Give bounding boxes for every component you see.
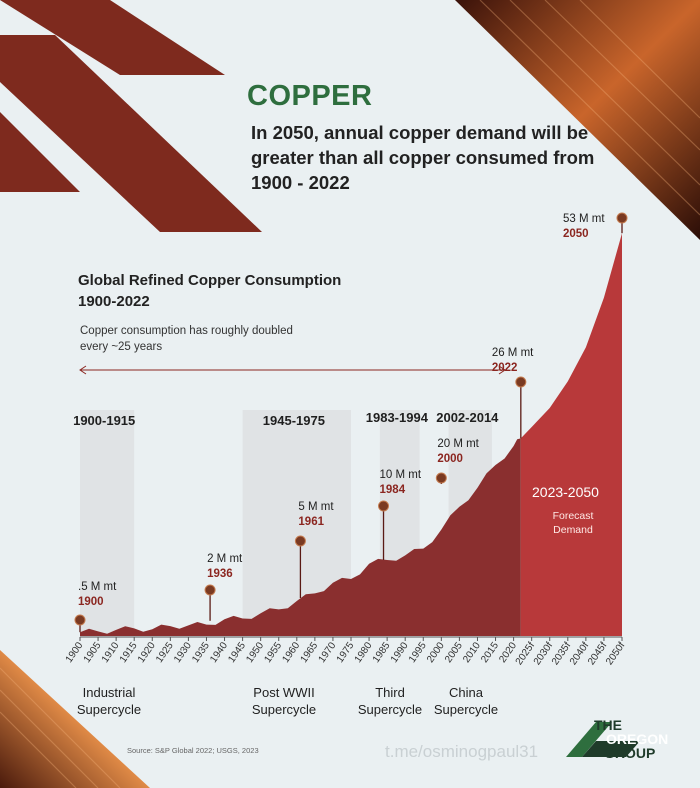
callout-value: 26 M mt — [491, 347, 534, 359]
callout-year: 1936 — [207, 568, 233, 580]
x-tick-label-6: 1930 — [172, 640, 194, 665]
x-tick-label-5: 1925 — [154, 640, 176, 665]
x-tick-label-3: 1915 — [118, 640, 140, 665]
doubling-note: Copper consumption has roughly doubled e… — [80, 325, 293, 353]
era-label-2: Third Supercycle — [357, 685, 423, 717]
callout-label-2: 5 M mt 1961 — [298, 500, 333, 530]
brand-title: COPPER — [247, 80, 373, 112]
x-tick-label-12: 1960 — [280, 640, 302, 665]
x-tick-label-22: 2010 — [461, 640, 483, 665]
callout-year: 1961 — [298, 516, 324, 528]
callout-label-3: 10 M mt 1984 — [380, 468, 422, 498]
callout-dot-5 — [515, 376, 527, 388]
series-area-0 — [80, 438, 521, 636]
x-tick-label-21: 2005 — [443, 640, 465, 665]
stripe-3 — [0, 112, 80, 192]
callout-dot-0 — [74, 614, 86, 626]
x-tick-label-1: 1905 — [82, 640, 104, 665]
chart-title: Global Refined Copper Consumption 1900-2… — [78, 272, 342, 310]
x-tick-label-23: 2015 — [479, 640, 501, 665]
callout-dot-6 — [616, 212, 628, 224]
x-tick-label-18: 1990 — [389, 640, 411, 665]
x-tick-label-7: 1935 — [190, 640, 212, 665]
x-tick-label-19: 1995 — [407, 640, 429, 665]
band-title-2: 1983-1994 — [365, 410, 428, 425]
callout-label-0: .5 M mt 1900 — [78, 580, 116, 610]
x-tick-label-17: 1985 — [371, 640, 393, 665]
x-tick-label-30: 2050f — [604, 640, 627, 667]
x-tick-label-10: 1950 — [244, 640, 266, 665]
callout-label-4: 20 M mt 2000 — [437, 437, 479, 467]
era-label-0: Industrial Supercycle — [76, 685, 142, 717]
band-title-1: 1945-1975 — [262, 413, 325, 428]
callout-dot-4 — [435, 472, 447, 484]
x-tick-label-16: 1980 — [353, 640, 375, 665]
logo-line-2: OREGON — [606, 731, 669, 747]
callout-value: 10 M mt — [379, 469, 422, 481]
watermark: t.me/osminogpaul31 — [385, 742, 539, 761]
x-tick-label-4: 1920 — [136, 640, 158, 665]
callout-label-6: 53 M mt 2050 — [563, 212, 605, 242]
callout-dot-2 — [294, 535, 306, 547]
x-tick-label-2: 1910 — [100, 640, 122, 665]
headline: In 2050, annual copper demand will be gr… — [251, 122, 595, 193]
x-tick-label-11: 1955 — [262, 640, 284, 665]
callout-label-1: 2 M mt 1936 — [207, 552, 242, 582]
forecast-subtitle: Forecast Demand — [552, 510, 594, 536]
callout-year: 1900 — [78, 596, 104, 608]
stripe-2 — [0, 35, 262, 232]
logo-line-3: GROUP — [604, 745, 656, 761]
era-label-3: China Supercycle — [433, 685, 499, 717]
band-title-0: 1900-1915 — [73, 413, 136, 428]
x-tick-label-8: 1940 — [208, 640, 230, 665]
callout-value: 5 M mt — [298, 501, 334, 513]
x-tick-label-0: 1900 — [64, 640, 86, 665]
x-tick-label-15: 1975 — [335, 640, 357, 665]
callout-year: 2022 — [491, 362, 518, 374]
logo-line-1: THE — [594, 717, 622, 733]
callout-value: .5 M mt — [78, 581, 117, 593]
callout-label-5: 26 M mt 2022 — [492, 346, 534, 376]
supercycle-band-0 — [80, 410, 135, 636]
callout-year: 2000 — [437, 453, 463, 465]
callout-value: 53 M mt — [563, 213, 605, 225]
callout-year: 2050 — [563, 228, 589, 240]
series-area-1 — [520, 233, 622, 636]
forecast-title: 2023-2050 — [532, 484, 599, 500]
callout-year: 1984 — [379, 484, 406, 496]
copper-wire-top-right — [455, 0, 700, 240]
callout-value: 20 M mt — [437, 438, 479, 450]
x-tick-label-13: 1965 — [299, 640, 321, 665]
callout-dot-3 — [378, 500, 390, 512]
x-tick-label-14: 1970 — [317, 640, 339, 665]
callout-value: 2 M mt — [207, 553, 243, 565]
copper-wire-bottom-left — [0, 650, 150, 788]
band-title-3: 2002-2014 — [436, 410, 499, 425]
source-note: Source: S&P Global 2022; USGS, 2023 — [127, 746, 259, 755]
x-tick-label-20: 2000 — [425, 640, 447, 665]
callout-dot-1 — [204, 584, 216, 596]
stripe-1 — [0, 0, 225, 75]
doubling-arrow — [79, 365, 506, 375]
x-tick-label-9: 1945 — [226, 640, 248, 665]
era-label-1: Post WWII Supercycle — [251, 685, 317, 717]
